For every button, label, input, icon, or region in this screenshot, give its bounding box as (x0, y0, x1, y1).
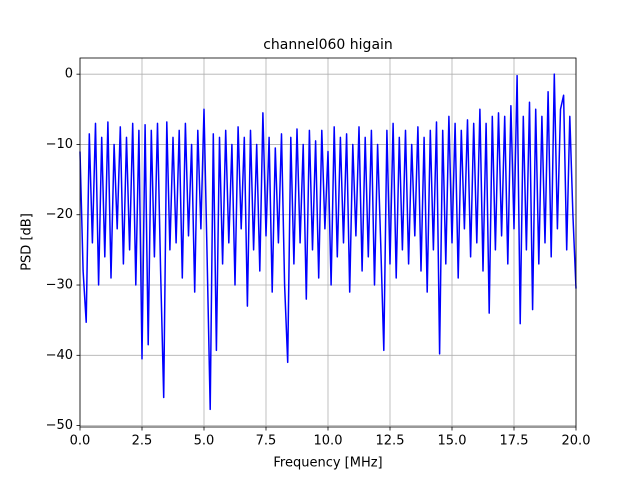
x-axis-label: Frequency [MHz] (273, 456, 382, 471)
chart-title: channel060 higain (263, 37, 393, 53)
psd-line (79, 73, 577, 411)
y-tick-label: −50 (46, 418, 73, 433)
x-tick-label: 20.0 (562, 434, 591, 449)
x-tick-label: 2.5 (132, 434, 153, 449)
y-tick-label: −20 (46, 207, 73, 222)
y-axis-label: PSD [dB] (20, 213, 35, 271)
y-tick-label: 0 (65, 67, 73, 82)
x-tick-label: 10.0 (314, 434, 343, 449)
x-tick-label: 15.0 (438, 434, 467, 449)
x-tick-label: 17.5 (500, 434, 529, 449)
y-tick-label: −40 (46, 348, 73, 363)
axes-frame (79, 57, 577, 428)
y-tick-label: −10 (46, 137, 73, 152)
x-tick-label: 7.5 (256, 434, 277, 449)
x-tick-label: 0.0 (70, 434, 91, 449)
x-tick-label: 5.0 (194, 434, 215, 449)
y-tick-label: −30 (46, 278, 73, 293)
x-tick-label: 12.5 (376, 434, 405, 449)
